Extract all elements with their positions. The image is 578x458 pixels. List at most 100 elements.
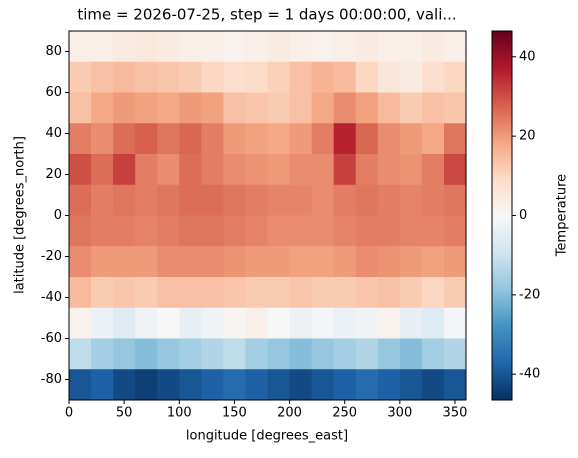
x-tick-label: 200 — [277, 406, 302, 421]
heatmap-cell — [91, 92, 114, 124]
heatmap-cell — [135, 277, 158, 309]
heatmap-cell — [91, 338, 114, 370]
heatmap-cell — [135, 92, 158, 124]
heatmap-cell — [179, 31, 202, 63]
heatmap-cell — [157, 31, 180, 63]
heatmap-cell — [113, 215, 136, 247]
heatmap-cell — [399, 246, 423, 278]
heatmap-cell — [245, 215, 268, 247]
x-tick-label: 0 — [65, 406, 73, 421]
heatmap-cell — [201, 246, 224, 278]
heatmap-cell — [69, 184, 92, 216]
heatmap-cell — [377, 123, 401, 155]
heatmap-cell — [201, 215, 224, 247]
heatmap-cell — [377, 338, 401, 370]
heatmap-cell — [201, 61, 224, 93]
heatmap-cell — [333, 123, 357, 155]
y-tick-label: -20 — [41, 249, 62, 264]
heatmap-cell — [443, 92, 467, 124]
colorbar-tick-label: -20 — [519, 287, 540, 302]
heatmap-cell — [201, 307, 224, 339]
heatmap-cell — [289, 277, 313, 309]
heatmap-cell — [399, 123, 423, 155]
heatmap-cell — [377, 31, 401, 63]
y-tick-label: 0 — [54, 208, 62, 223]
heatmap-cell — [311, 369, 335, 401]
y-tick-label: -80 — [41, 372, 62, 387]
heatmap-cell — [135, 184, 158, 216]
heatmap-cell — [377, 246, 401, 278]
heatmap-cell — [245, 184, 268, 216]
heatmap-cell — [333, 31, 357, 63]
heatmap-cell — [289, 154, 313, 186]
heatmap-cell — [399, 92, 423, 124]
colorbar-tick-label: 20 — [519, 129, 536, 144]
heatmap-cell — [113, 307, 136, 339]
heatmap-cell — [267, 307, 291, 339]
heatmap-cell — [267, 61, 291, 93]
heatmap-cell — [311, 31, 335, 63]
heatmap-cell — [267, 31, 291, 63]
heatmap-cell — [421, 215, 445, 247]
heatmap-cell — [289, 246, 313, 278]
heatmap-cell — [399, 31, 423, 63]
heatmap-cell — [69, 277, 92, 309]
heatmap-cell — [311, 277, 335, 309]
heatmap-cell — [179, 61, 202, 93]
heatmap-cell — [69, 307, 92, 339]
heatmap-cell — [443, 369, 467, 401]
x-tick-label: 350 — [443, 406, 468, 421]
heatmap-cell — [245, 277, 268, 309]
heatmap-cell — [223, 184, 246, 216]
heatmap-cell — [113, 123, 136, 155]
heatmap-cell — [311, 154, 335, 186]
heatmap-cells — [69, 31, 467, 401]
x-axis-label: longitude [degrees_east] — [186, 429, 348, 444]
heatmap-cell — [355, 31, 379, 63]
heatmap-cell — [69, 154, 92, 186]
y-tick-label: 20 — [45, 167, 62, 182]
heatmap-cell — [443, 31, 467, 63]
heatmap-cell — [355, 184, 379, 216]
heatmap-cell — [421, 246, 445, 278]
heatmap-cell — [399, 369, 423, 401]
x-tick-label: 150 — [222, 406, 247, 421]
heatmap-cell — [443, 61, 467, 93]
heatmap-cell — [91, 307, 114, 339]
heatmap-cell — [157, 61, 180, 93]
heatmap-cell — [245, 369, 268, 401]
heatmap-cell — [289, 31, 313, 63]
heatmap-cell — [91, 31, 114, 63]
heatmap-cell — [69, 31, 92, 63]
heatmap-cell — [267, 154, 291, 186]
heatmap-cell — [267, 246, 291, 278]
heatmap-cell — [157, 154, 180, 186]
heatmap-cell — [443, 215, 467, 247]
x-tick-label: 100 — [167, 406, 192, 421]
heatmap-cell — [333, 277, 357, 309]
x-tick-label: 300 — [387, 406, 412, 421]
heatmap-cell — [223, 246, 246, 278]
heatmap-cell — [91, 369, 114, 401]
heatmap-cell — [355, 338, 379, 370]
heatmap-cell — [201, 277, 224, 309]
heatmap-cell — [201, 184, 224, 216]
heatmap-cell — [289, 369, 313, 401]
chart-title: time = 2026-07-25, step = 1 days 00:00:0… — [77, 6, 456, 24]
heatmap-cell — [377, 277, 401, 309]
heatmap-cell — [311, 338, 335, 370]
heatmap-cell — [443, 123, 467, 155]
heatmap-cell — [333, 246, 357, 278]
heatmap-cell — [245, 338, 268, 370]
heatmap-cell — [289, 338, 313, 370]
heatmap-cell — [267, 123, 291, 155]
heatmap-cell — [443, 338, 467, 370]
heatmap-cell — [69, 215, 92, 247]
heatmap-cell — [201, 123, 224, 155]
heatmap-cell — [245, 307, 268, 339]
heatmap-cell — [443, 246, 467, 278]
heatmap-cell — [135, 61, 158, 93]
heatmap-cell — [399, 61, 423, 93]
y-tick-label: 80 — [45, 44, 62, 59]
